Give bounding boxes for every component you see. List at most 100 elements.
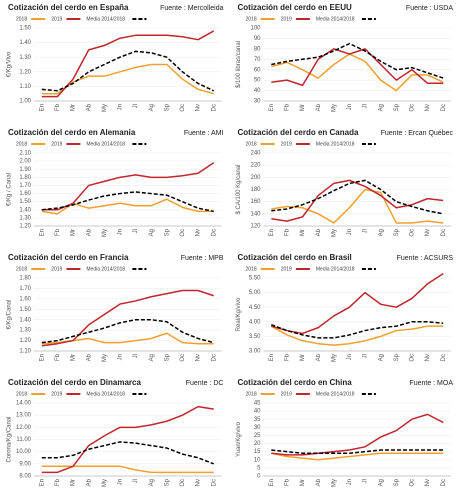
x-tick-label: My xyxy=(331,104,337,112)
chart-title: Cotización del cerdo en Canada xyxy=(238,128,359,137)
y-tick-label: 1.20 xyxy=(19,338,31,344)
y-tick-label: 30 xyxy=(254,99,261,105)
x-tick-label: Jn xyxy=(347,104,353,110)
y-tick-label: 140 xyxy=(250,211,261,217)
x-tick-label: Dc xyxy=(441,354,447,361)
x-tick-label: Oc xyxy=(180,479,186,487)
x-tick-label: Ab xyxy=(316,353,322,361)
x-tick-label: Jn xyxy=(347,479,353,485)
x-tick-label: Mr xyxy=(300,104,306,111)
x-tick-label: Ag xyxy=(378,229,384,236)
series-line xyxy=(271,53,444,92)
series-line xyxy=(41,191,214,213)
x-tick-label: Jn xyxy=(118,354,124,360)
x-tick-label: En xyxy=(39,104,45,111)
x-tick-label: Sp xyxy=(394,353,400,361)
x-tick-label: Dc xyxy=(211,479,217,486)
legend-label: 2018 xyxy=(16,391,27,397)
y-tick-label: 5.00 xyxy=(249,290,261,296)
x-tick-label: My xyxy=(331,229,337,237)
y-tick-label: 1.20 xyxy=(19,224,31,230)
chart-title: Cotización del cerdo en Francia xyxy=(8,253,129,262)
y-tick-label: 20 xyxy=(254,441,261,447)
x-tick-label: Dc xyxy=(211,229,217,236)
legend-label: 2018 xyxy=(16,16,27,22)
x-tick-label: Ab xyxy=(86,103,92,111)
y-tick-label: 4.00 xyxy=(249,319,261,325)
x-tick-label: Fb xyxy=(55,228,61,236)
y-tick-label: 35 xyxy=(254,417,261,423)
y-tick-label: 50 xyxy=(254,78,261,84)
y-tick-label: 10.00 xyxy=(16,449,32,455)
chart-title: Cotización del cerdo en China xyxy=(238,378,353,387)
x-tick-label: Jn xyxy=(347,229,353,235)
legend-label: Media 2014/2018 xyxy=(86,266,125,272)
y-axis-label: €/Kg / Canal xyxy=(7,173,13,206)
x-tick-label: Jn xyxy=(118,229,124,235)
x-tick-label: Sp xyxy=(164,228,170,236)
x-tick-label: Ab xyxy=(86,353,92,361)
y-tick-label: 1.60 xyxy=(19,191,31,197)
x-tick-label: Jn xyxy=(118,479,124,485)
y-tick-label: 25 xyxy=(254,433,261,439)
series-line xyxy=(41,50,215,92)
y-tick-label: 60 xyxy=(254,67,261,73)
y-axis-label: €/Kg/Canal xyxy=(7,300,13,330)
x-tick-label: Mr xyxy=(300,479,306,486)
y-tick-label: 240 xyxy=(250,151,261,157)
y-tick-label: 1.30 xyxy=(19,55,31,61)
y-tick-label: 1.20 xyxy=(19,69,31,75)
legend-label: Media 2014/2018 xyxy=(316,141,355,147)
y-tick-label: 1.90 xyxy=(19,167,31,173)
y-tick-label: 1.10 xyxy=(19,349,31,355)
x-tick-label: Jl xyxy=(133,104,139,108)
chart-title: Cotización del cerdo en Brasil xyxy=(238,253,352,262)
series-line xyxy=(41,30,215,98)
y-tick-label: 180 xyxy=(250,187,261,193)
x-tick-label: Ag xyxy=(378,104,384,111)
x-tick-label: En xyxy=(269,104,275,111)
x-tick-label: Fb xyxy=(55,353,61,361)
y-tick-label: 40 xyxy=(254,88,261,94)
chart-panel: Cotización del cerdo en Brasil Fuente : A… xyxy=(236,253,453,362)
y-tick-label: 3.50 xyxy=(249,334,261,340)
legend-label: Media 2014/2018 xyxy=(316,16,355,22)
x-tick-label: Oc xyxy=(410,479,416,487)
y-tick-label: 80 xyxy=(254,46,261,52)
y-tick-label: 1.30 xyxy=(19,328,31,334)
x-tick-label: En xyxy=(269,479,275,486)
series-line xyxy=(41,465,214,474)
chart-title: Cotización del cerdo en EEUU xyxy=(238,3,352,12)
x-tick-label: Mr xyxy=(71,479,77,486)
y-axis-label: Real/Kg/vivo xyxy=(236,297,242,331)
legend-label: 2019 xyxy=(281,391,292,397)
source: Fuente : DC xyxy=(186,380,224,387)
x-tick-label: Ab xyxy=(316,228,322,236)
legend-label: 2019 xyxy=(51,16,62,22)
x-tick-label: My xyxy=(102,104,108,112)
series-line xyxy=(41,441,214,465)
x-tick-label: Ag xyxy=(149,479,155,486)
chart-panel: Cotización del cerdo en Alemania Fuente :… xyxy=(7,128,224,237)
x-tick-label: Nv xyxy=(425,354,431,361)
y-tick-label: 5 xyxy=(257,465,261,471)
series-line xyxy=(271,452,444,461)
y-axis-label: €/Kg/Vivo xyxy=(7,51,13,77)
x-tick-label: My xyxy=(331,479,337,487)
legend-label: 2019 xyxy=(51,141,62,147)
y-tick-label: 70 xyxy=(254,57,261,63)
series-line xyxy=(41,405,214,474)
x-tick-label: Dc xyxy=(441,479,447,486)
x-tick-label: Oc xyxy=(410,104,416,112)
x-tick-label: Mr xyxy=(71,229,77,236)
legend-label: 2018 xyxy=(16,266,27,272)
x-tick-label: Nv xyxy=(196,229,202,236)
legend-label: Media 2014/2018 xyxy=(316,391,355,397)
y-tick-label: 160 xyxy=(250,199,261,205)
x-tick-label: Fb xyxy=(55,478,61,486)
legend-label: Media 2014/2018 xyxy=(86,141,125,147)
y-tick-label: 220 xyxy=(250,163,261,169)
x-tick-label: Ab xyxy=(316,478,322,486)
x-tick-label: Fb xyxy=(285,478,291,486)
